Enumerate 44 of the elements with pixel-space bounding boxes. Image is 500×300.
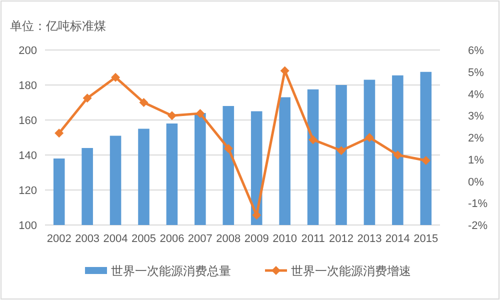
- point: [336, 146, 346, 156]
- point: [224, 144, 233, 153]
- point: [196, 108, 205, 118]
- x-tick-label: 2005: [132, 233, 156, 245]
- x-tick-label: 2013: [357, 233, 382, 245]
- y-tick-label: 140: [18, 150, 37, 162]
- y2-tick-label: 6%: [468, 45, 484, 57]
- x-tick-label: 2010: [272, 233, 298, 245]
- legend-label: 世界一次能源消费总量: [111, 264, 231, 278]
- point: [308, 135, 318, 144]
- y2-tick-label: 4%: [468, 88, 484, 101]
- point: [54, 128, 64, 138]
- x-tick-label: 2014: [385, 233, 410, 245]
- y-tick-label: 200: [18, 45, 37, 57]
- y2-tick-label: 3%: [468, 110, 484, 123]
- x-tick-label: 2002: [46, 233, 72, 245]
- y2-tick-label: 0%: [468, 176, 484, 188]
- y2-tick-label: -1%: [468, 198, 488, 210]
- y-axis-title: 单位：亿吨标准煤: [10, 19, 106, 33]
- y2-tick-label: 2%: [468, 132, 484, 144]
- y2-tick-label: 1%: [468, 154, 484, 166]
- x-tick-label: 2012: [329, 233, 354, 245]
- point: [393, 150, 402, 160]
- y-tick-label: 160: [18, 115, 37, 127]
- y2-tick-label: 5%: [468, 66, 484, 79]
- x-tick-label: 2007: [188, 233, 212, 245]
- x-tick-label: 2006: [160, 233, 184, 245]
- y2-tick-label: -2%: [468, 220, 488, 232]
- y-tick-label: 180: [18, 80, 37, 92]
- x-tick-label: 2003: [75, 233, 100, 245]
- point: [364, 133, 374, 142]
- point: [82, 94, 92, 103]
- point: [111, 72, 120, 82]
- x-tick-label: 2004: [103, 233, 128, 245]
- point: [167, 111, 176, 120]
- point: [139, 98, 148, 107]
- legend-label: 世界一次能源消费增速: [291, 264, 411, 278]
- x-tick-label: 2008: [216, 233, 241, 245]
- y-tick-label: 100: [18, 220, 37, 232]
- y-tick-label: 120: [18, 185, 37, 197]
- x-tick-label: 2015: [414, 233, 438, 245]
- x-tick-label: 2009: [244, 233, 269, 245]
- point: [421, 156, 430, 165]
- x-tick-label: 2011: [301, 233, 325, 245]
